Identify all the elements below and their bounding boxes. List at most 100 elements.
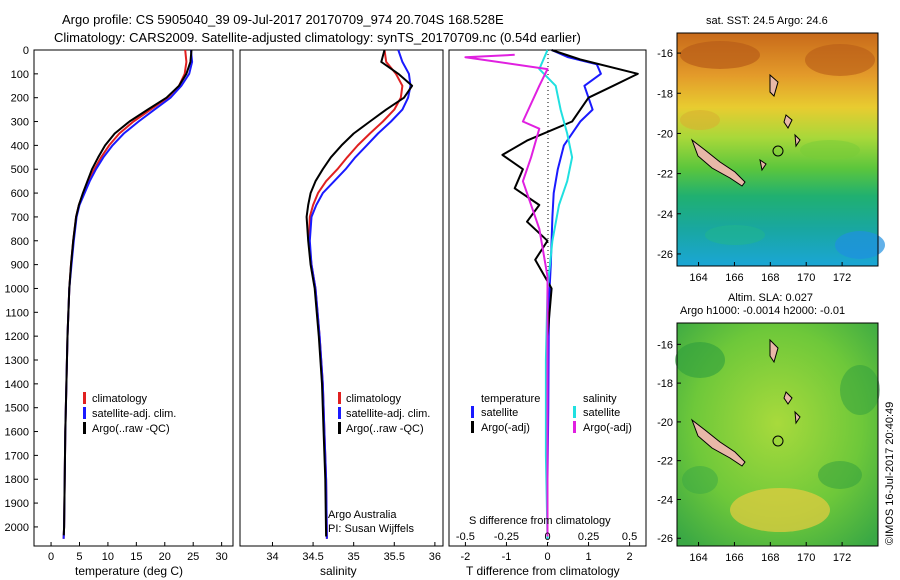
legend-label-satellite: satellite-adj. clim. <box>346 408 430 420</box>
sla-y-ticks: -16 -18 -20 -22 -24 -26 <box>657 339 681 545</box>
header-line-2: Climatology: CARS2009. Satellite-adjuste… <box>54 30 581 45</box>
depth-tick-label: 900 <box>11 260 29 272</box>
sst-y-ticks: -16 -18 -20 -22 -24 -26 <box>657 48 681 261</box>
depth-tick-label: 1200 <box>5 331 29 343</box>
x-tick-label: 36 <box>429 551 441 563</box>
lon-tick-label: 170 <box>797 272 815 284</box>
depth-tick-label: 200 <box>11 93 29 105</box>
t-difference-label: T difference from climatology <box>466 564 620 578</box>
sla-map-title-1: Altim. SLA: 0.027 <box>728 292 813 304</box>
lon-tick-label: 164 <box>689 552 707 564</box>
legend-temperature-title: temperature <box>481 393 540 405</box>
difference-x-ticks: -2 -1 0 1 2 <box>461 542 633 563</box>
difference-legend: temperature satellite Argo(-adj) salinit… <box>471 393 632 434</box>
depth-tick-label: 800 <box>11 236 29 248</box>
s-tick-label: -0.25 <box>494 531 519 543</box>
legend-swatch-climatology <box>338 392 341 404</box>
depth-tick-label: 1000 <box>5 283 29 295</box>
lon-tick-label: 172 <box>833 552 851 564</box>
sla-coastline <box>690 338 801 467</box>
legend-label-argo: Argo(..raw -QC) <box>346 423 424 435</box>
new-caledonia-island <box>690 418 746 467</box>
depth-tick-label: 1700 <box>5 450 29 462</box>
sst-map-frame <box>676 32 879 267</box>
lon-tick-label: 170 <box>797 552 815 564</box>
legend-swatch-t-satellite <box>471 406 474 418</box>
legend-label-s-argo: Argo(-adj) <box>583 422 632 434</box>
temperature-legend: climatology satellite-adj. clim. Argo(..… <box>83 392 176 435</box>
salinity-annotation-line-1: Argo Australia <box>328 509 397 521</box>
lat-tick-label: -22 <box>657 456 673 468</box>
depth-tick-label: 300 <box>11 117 29 129</box>
legend-swatch-s-satellite <box>573 406 576 418</box>
s-tick-label: 0 <box>544 531 550 543</box>
lat-tick-label: -26 <box>657 249 673 261</box>
series-line-s-argo-adj- <box>464 53 549 537</box>
s-tick-label: -0.5 <box>456 531 475 543</box>
x-tick-label: 25 <box>187 551 199 563</box>
sst-coastline <box>690 73 801 187</box>
legend-swatch-climatology <box>83 392 86 404</box>
depth-tick-label: 1800 <box>5 474 29 486</box>
sla-map-title-2: Argo h1000: -0.0014 h2000: -0.01 <box>680 305 845 317</box>
series-line-s-satellite <box>538 49 574 539</box>
legend-label-t-argo: Argo(-adj) <box>481 422 530 434</box>
sla-map: Altim. SLA: 0.027 Argo h1000: -0.0014 h2… <box>657 292 880 564</box>
depth-tick-label: 1600 <box>5 427 29 439</box>
x-tick-label: 1 <box>585 551 591 563</box>
temperature-x-label: temperature (deg C) <box>75 564 183 578</box>
sst-map-title: sat. SST: 24.5 Argo: 24.6 <box>706 15 828 27</box>
series-line-argo-raw-qc- <box>62 49 193 536</box>
temperature-panel: 0 5 10 15 20 25 30 temperature (deg C) climato… <box>33 49 234 578</box>
s-tick-label: 0.5 <box>622 531 637 543</box>
argo-position-marker <box>772 145 784 157</box>
legend-label-climatology: climatology <box>346 393 402 405</box>
loyalty-island <box>794 133 801 148</box>
s-tick-label: 0.25 <box>578 531 599 543</box>
salinity-annotation-line-2: PI: Susan Wijffels <box>328 523 414 535</box>
temperature-x-ticks: 0 5 10 15 20 25 30 <box>48 542 228 563</box>
lat-tick-label: -18 <box>657 378 673 390</box>
legend-label-argo: Argo(..raw -QC) <box>92 423 170 435</box>
depth-tick-label: 2000 <box>5 522 29 534</box>
lat-tick-label: -18 <box>657 88 673 100</box>
depth-axis: 0 100 200 300 400 500 600 700 800 900 1000 1100 1200… <box>5 45 38 534</box>
x-tick-label: 35.5 <box>384 551 405 563</box>
depth-tick-label: 1900 <box>5 498 29 510</box>
legend-swatch-t-argo <box>471 421 474 433</box>
vanuatu-island <box>769 338 779 364</box>
depth-tick-label: 0 <box>23 45 29 57</box>
x-tick-label: 0 <box>544 551 550 563</box>
legend-swatch-satellite <box>83 407 86 419</box>
salinity-plot <box>305 49 414 539</box>
depth-tick-label: 1300 <box>5 355 29 367</box>
x-tick-label: 2 <box>627 551 633 563</box>
legend-swatch-s-argo <box>573 421 576 433</box>
lat-tick-label: -24 <box>657 209 673 221</box>
depth-tick-label: 100 <box>11 69 29 81</box>
x-tick-label: 20 <box>159 551 171 563</box>
vanuatu-island <box>769 73 779 97</box>
lat-tick-label: -16 <box>657 339 673 351</box>
depth-tick-label: 700 <box>11 212 29 224</box>
x-tick-label: -1 <box>502 551 512 563</box>
x-tick-label: 34.5 <box>302 551 323 563</box>
series-line-argo-raw-qc- <box>305 49 414 537</box>
lat-tick-label: -22 <box>657 169 673 181</box>
legend-label-s-satellite: satellite <box>583 407 620 419</box>
series-line-t-argo-adj- <box>501 49 639 537</box>
difference-s-ticks: -0.5 -0.25 0 0.25 0.5 <box>456 531 637 543</box>
legend-salinity-title: salinity <box>583 393 617 405</box>
lon-tick-label: 172 <box>833 272 851 284</box>
lon-tick-label: 166 <box>725 552 743 564</box>
sla-map-frame <box>676 322 879 547</box>
difference-panel: -2 -1 0 1 2 -0.5 -0.25 0 0.25 0.5 S difference f… <box>448 49 647 578</box>
legend-label-climatology: climatology <box>92 393 148 405</box>
header-line-1: Argo profile: CS 5905040_39 09-Jul-2017 … <box>62 12 504 27</box>
legend-swatch-satellite <box>338 407 341 419</box>
x-tick-label: 0 <box>48 551 54 563</box>
lat-tick-label: -26 <box>657 533 673 545</box>
vanuatu-island <box>783 391 793 405</box>
depth-tick-label: 1100 <box>5 307 29 319</box>
